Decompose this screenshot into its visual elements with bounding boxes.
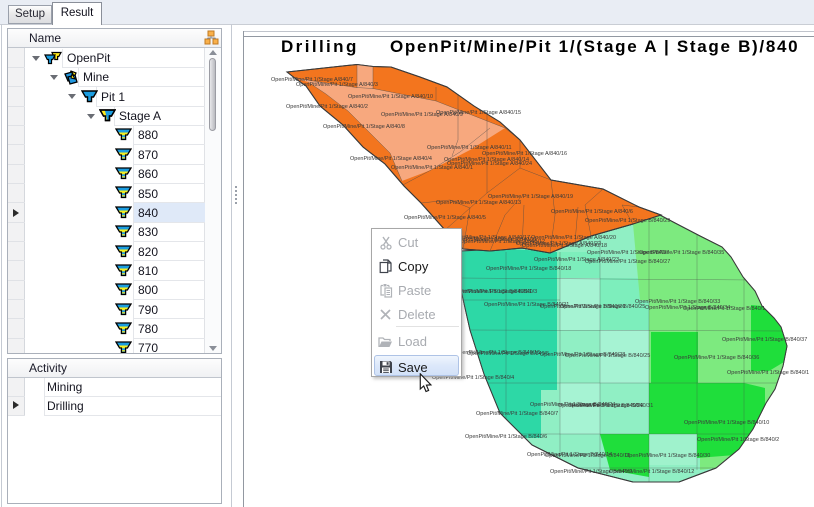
svg-text:OpenPit/Mine/Pit 1/Stage A/840: OpenPit/Mine/Pit 1/Stage A/840/13	[436, 200, 521, 206]
svg-text:OpenPit/Mine/Pit 1/Stage B/840: OpenPit/Mine/Pit 1/Stage B/840/24	[530, 402, 615, 408]
svg-text:OpenPit/Mine/Pit 1/Stage B/840: OpenPit/Mine/Pit 1/Stage B/840/34	[645, 305, 730, 311]
svg-text:OpenPit/Mine/Pit 1/Stage A/840: OpenPit/Mine/Pit 1/Stage A/840/16	[482, 151, 567, 157]
svg-text:OpenPit/Mine/Pit 1/Stage B/840: OpenPit/Mine/Pit 1/Stage B/840/25	[560, 304, 645, 310]
svg-text:OpenPit/Mine/Pit 1/Stage B/840: OpenPit/Mine/Pit 1/Stage B/840/16	[545, 453, 630, 459]
svg-text:OpenPit/Mine/Pit 1/Stage A/840: OpenPit/Mine/Pit 1/Stage A/840/23	[534, 257, 619, 263]
svg-text:OpenPit/Mine/Pit 1/Stage B/840: OpenPit/Mine/Pit 1/Stage B/840/10	[684, 420, 769, 426]
svg-text:OpenPit/Mine/Pit 1/Stage A/840: OpenPit/Mine/Pit 1/Stage A/840/11	[427, 145, 512, 151]
svg-text:OpenPit/Mine/Pit 1/Stage A/840: OpenPit/Mine/Pit 1/Stage A/840/22	[516, 241, 601, 247]
svg-text:OpenPit/Mine/Pit 1/Stage B/840: OpenPit/Mine/Pit 1/Stage B/840/27	[585, 259, 670, 265]
svg-text:OpenPit/Mine/Pit 1/Stage B/840: OpenPit/Mine/Pit 1/Stage B/840/28	[540, 352, 625, 358]
svg-text:OpenPit/Mine/Pit 1/Stage A/840: OpenPit/Mine/Pit 1/Stage A/840/8	[323, 124, 405, 130]
svg-text:OpenPit/Mine/Pit 1/Stage A/840: OpenPit/Mine/Pit 1/Stage A/840/2	[286, 104, 368, 110]
svg-text:OpenPit/Mine/Pit 1/Stage B/840: OpenPit/Mine/Pit 1/Stage B/840/4	[432, 375, 514, 381]
svg-text:OpenPit/Mine/Pit 1/Stage A/840: OpenPit/Mine/Pit 1/Stage A/840/7	[271, 77, 353, 83]
svg-text:OpenPit/Mine/Pit 1/Stage A/840: OpenPit/Mine/Pit 1/Stage A/840/1	[391, 165, 473, 171]
svg-text:OpenPit/Mine/Pit 1/Stage B/840: OpenPit/Mine/Pit 1/Stage B/840/1	[683, 306, 765, 312]
svg-text:OpenPit/Mine/Pit 1/Stage B/840: OpenPit/Mine/Pit 1/Stage B/840/21	[484, 302, 569, 308]
svg-text:OpenPit/Mine/Pit 1/Stage B/840: OpenPit/Mine/Pit 1/Stage B/840/5	[467, 351, 549, 357]
svg-text:OpenPit/Mine/Pit 1/Stage B/840: OpenPit/Mine/Pit 1/Stage B/840/7	[476, 411, 558, 417]
svg-text:OpenPit/Mine/Pit 1/Stage B/840: OpenPit/Mine/Pit 1/Stage B/840/2	[697, 437, 779, 443]
svg-text:OpenPit/Mine/Pit 1/Stage A/840: OpenPit/Mine/Pit 1/Stage A/840/6	[551, 209, 633, 215]
svg-text:OpenPit/Mine/Pit 1/Stage A/840: OpenPit/Mine/Pit 1/Stage A/840/4	[350, 156, 432, 162]
svg-text:OpenPit/Mine/Pit 1/Stage B/840: OpenPit/Mine/Pit 1/Stage B/840/26	[540, 304, 625, 310]
svg-text:OpenPit/Mine/Pit 1/Stage A/840: OpenPit/Mine/Pit 1/Stage A/840/3	[296, 82, 378, 88]
svg-text:OpenPit/Mine/Pit 1/Stage A/840: OpenPit/Mine/Pit 1/Stage A/840/17	[445, 235, 530, 241]
svg-text:OpenPit/Mine/Pit 1/Stage B/840: OpenPit/Mine/Pit 1/Stage B/840/1	[727, 370, 809, 376]
svg-text:OpenPit/Mine/Pit 1/Stage B/840: OpenPit/Mine/Pit 1/Stage B/840/37	[722, 337, 807, 343]
svg-text:OpenPit/Mine/Pit 1/Stage B/840: OpenPit/Mine/Pit 1/Stage B/840/36	[674, 355, 759, 361]
svg-text:OpenPit/Mine/Pit 1/Stage B/840: OpenPit/Mine/Pit 1/Stage B/840/14	[527, 452, 612, 458]
svg-text:OpenPit/Mine/Pit 1/Stage B/840: OpenPit/Mine/Pit 1/Stage B/840/29	[585, 218, 670, 224]
svg-text:OpenPit/Mine/Pit 1/Stage A/840: OpenPit/Mine/Pit 1/Stage A/840/10	[348, 94, 433, 100]
svg-text:OpenPit/Mine/Pit 1/Stage A/840: OpenPit/Mine/Pit 1/Stage A/840/24	[447, 161, 532, 167]
svg-text:OpenPit/Mine/Pit 1/Stage A/840: OpenPit/Mine/Pit 1/Stage A/840/21	[452, 237, 537, 243]
svg-text:OpenPit/Mine/Pit 1/Stage B/840: OpenPit/Mine/Pit 1/Stage B/840/33	[635, 299, 720, 305]
svg-text:OpenPit/Mine/Pit 1/Stage B/840: OpenPit/Mine/Pit 1/Stage B/840/12	[609, 469, 694, 475]
svg-text:OpenPit/Mine/Pit 1/Stage B/840: OpenPit/Mine/Pit 1/Stage B/840/3	[455, 289, 537, 295]
svg-text:OpenPit/Mine/Pit 1/Stage B/840: OpenPit/Mine/Pit 1/Stage B/840/25	[565, 353, 650, 359]
svg-text:OpenPit/Mine/Pit 1/Stage B/840: OpenPit/Mine/Pit 1/Stage B/840/18	[486, 266, 571, 272]
svg-text:OpenPit/Mine/Pit 1/Stage A/840: OpenPit/Mine/Pit 1/Stage A/840/20	[531, 235, 616, 241]
svg-text:OpenPit/Mine/Pit 1/Stage A/840: OpenPit/Mine/Pit 1/Stage A/840/12	[460, 239, 545, 245]
svg-text:OpenPit/Mine/Pit 1/Stage A/840: OpenPit/Mine/Pit 1/Stage A/840/18	[522, 243, 607, 249]
svg-text:OpenPit/Mine/Pit 1/Stage B/840: OpenPit/Mine/Pit 1/Stage B/840/15	[455, 350, 540, 356]
svg-text:OpenPit/Mine/Pit 1/Stage B/840: OpenPit/Mine/Pit 1/Stage B/840/9	[550, 469, 632, 475]
svg-text:OpenPit/Mine/Pit 1/Stage B/840: OpenPit/Mine/Pit 1/Stage B/840/13	[446, 289, 531, 295]
svg-text:OpenPit/Mine/Pit 1/Stage A/840: OpenPit/Mine/Pit 1/Stage A/840/19	[488, 194, 573, 200]
svg-text:OpenPit/Mine/Pit 1/Stage A/840: OpenPit/Mine/Pit 1/Stage A/840/15	[436, 110, 521, 116]
svg-text:OpenPit/Mine/Pit 1/Stage A/840: OpenPit/Mine/Pit 1/Stage A/840/5	[404, 215, 486, 221]
svg-text:OpenPit/Mine/Pit 1/Stage B/840: OpenPit/Mine/Pit 1/Stage B/840/29	[558, 403, 643, 409]
svg-text:OpenPit/Mine/Pit 1/Stage A/840: OpenPit/Mine/Pit 1/Stage A/840/14	[444, 157, 529, 163]
svg-text:OpenPit/Mine/Pit 1/Stage B/840: OpenPit/Mine/Pit 1/Stage B/840/31	[568, 403, 653, 409]
svg-text:OpenPit/Mine/Pit 1/Stage B/840: OpenPit/Mine/Pit 1/Stage B/840/6	[465, 434, 547, 440]
svg-text:OpenPit/Mine/Pit 1/Stage A/840: OpenPit/Mine/Pit 1/Stage A/840/9	[381, 112, 463, 118]
svg-text:OpenPit/Mine/Pit 1/Stage B/840: OpenPit/Mine/Pit 1/Stage B/840/35	[639, 250, 724, 256]
svg-text:OpenPit/Mine/Pit 1/Stage B/840: OpenPit/Mine/Pit 1/Stage B/840/7	[587, 250, 669, 256]
svg-text:OpenPit/Mine/Pit 1/Stage B/840: OpenPit/Mine/Pit 1/Stage B/840/30	[625, 453, 710, 459]
